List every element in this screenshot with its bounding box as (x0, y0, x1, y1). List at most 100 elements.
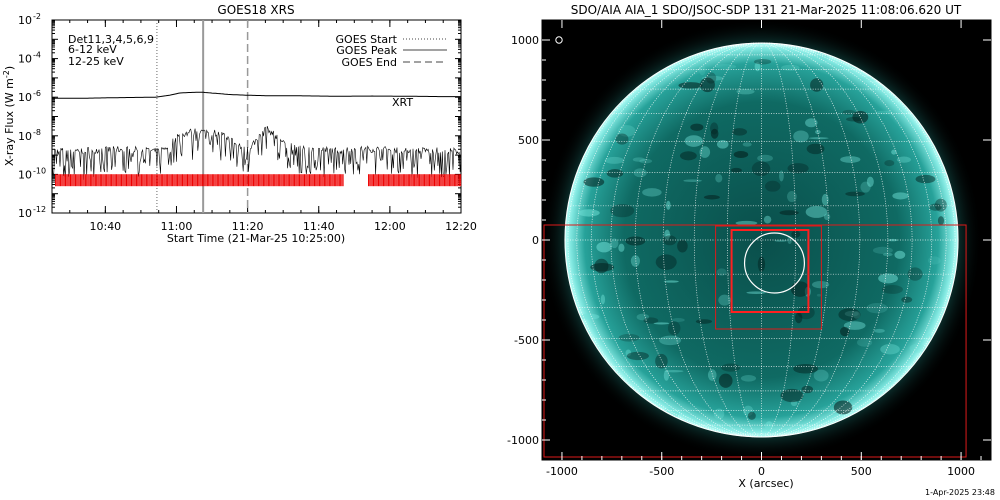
coronal-hole-patch (779, 210, 799, 216)
longitude-line (761, 42, 796, 438)
x-tick-label: 11:40 (303, 220, 335, 233)
active-region-blob (630, 255, 641, 267)
goes-y-axis-title: X-ray Flux (W m-2) (2, 66, 16, 166)
coronal-hole-patch (710, 122, 719, 135)
aia-x-axis-title: X (arcsec) (738, 477, 793, 490)
active-region-blob (892, 192, 909, 200)
active-region-blob (642, 188, 662, 197)
active-region-blob (891, 149, 897, 155)
coronal-hole-patch (643, 317, 659, 324)
xrt-fov-box (730, 229, 810, 313)
coronal-hole-patch (907, 267, 923, 281)
active-region-blob (812, 280, 830, 289)
coronal-hole-patch (721, 363, 741, 372)
coronal-hole-patch (833, 400, 853, 415)
active-region-blob (653, 322, 670, 325)
y-tick-label-exponent: -8 (33, 128, 41, 137)
aia-y-tick-label: -1000 (507, 434, 539, 447)
coronal-hole-patch (677, 239, 688, 253)
active-region-blob (808, 137, 829, 140)
y-tick-label-exponent: -6 (33, 89, 41, 98)
active-region-blob (736, 88, 755, 95)
active-region-blob (844, 310, 859, 317)
active-region-blob (743, 405, 754, 417)
coronal-hole-patch (764, 180, 781, 192)
active-region-blob (716, 268, 727, 276)
active-region-blob (860, 181, 871, 193)
active-region-blob (713, 408, 725, 420)
active-region-blob (718, 294, 731, 306)
longitude-line (761, 42, 933, 438)
active-region-blob (746, 291, 766, 295)
x-tick-label: 10:40 (89, 220, 121, 233)
aia-x-tick-label: 500 (851, 465, 872, 478)
active-region-blob (699, 146, 711, 158)
y-tick-label: 10 (18, 168, 32, 181)
active-region-blob (793, 130, 809, 143)
legend-goes-peak: GOES Peak (336, 44, 397, 57)
x-tick-label: 11:00 (161, 220, 193, 233)
longitude-line (761, 42, 913, 438)
flare-location-circle (743, 232, 806, 294)
coronal-hole-patch (667, 321, 681, 336)
coronal-hole-patch (791, 230, 801, 238)
longitude-line (761, 42, 861, 438)
active-region-blob (763, 215, 772, 224)
active-region-blob (664, 229, 671, 240)
coronal-hole-patch (655, 254, 677, 270)
active-region-blob (878, 273, 898, 284)
active-region-blob (740, 374, 757, 382)
active-region-blob (813, 369, 829, 382)
aia-y-tick-label: -500 (514, 334, 539, 347)
xrt-fov-box (543, 224, 967, 458)
active-region-blob (764, 421, 774, 432)
coronal-hole-patch (733, 151, 749, 159)
active-region-blob (882, 252, 893, 257)
active-region-blob (666, 200, 671, 210)
aia-y-tick-label: 500 (518, 134, 539, 147)
coronal-hole-patch (929, 203, 942, 211)
active-region-blob (779, 170, 784, 182)
series-short-channel (51, 126, 462, 180)
goes-y-axis-title-sup: -2 (2, 70, 11, 78)
coronal-hole-patch (801, 385, 814, 394)
xrt-fov-label: XRT FOV (551, 423, 598, 436)
aia-x-tick-label: -1000 (546, 465, 578, 478)
legend-goes-start: GOES Start (336, 33, 398, 46)
coronal-hole-patch (934, 198, 947, 212)
active-region-blob (853, 311, 861, 319)
legend-goes-end: GOES End (341, 56, 397, 69)
coronal-hole-patch (780, 388, 804, 403)
aia-x-tick-label: -500 (649, 465, 674, 478)
active-region-blob (596, 241, 612, 253)
aia-y-tick-label: 1000 (511, 34, 539, 47)
y-tick-label: 10 (18, 91, 32, 104)
coronal-hole-patch (732, 128, 748, 136)
active-region-blob (927, 256, 941, 265)
aia-image (542, 20, 982, 460)
active-region-blob (715, 174, 723, 183)
longitude-line (693, 42, 762, 438)
coronal-hole-patch (730, 167, 742, 173)
longitude-line (591, 42, 762, 438)
active-region-blob (735, 220, 758, 226)
active-region-blob (856, 338, 873, 347)
aia-x-tick-label: 0 (758, 465, 765, 478)
active-region-blob (716, 139, 729, 149)
coronal-hole-patch (679, 151, 697, 161)
coronal-hole-patch (718, 373, 733, 388)
coronal-hole-patch (901, 296, 913, 303)
active-region-blob (618, 243, 625, 252)
active-region-blob (632, 157, 646, 162)
coronal-hole-patch (937, 216, 945, 226)
x-tick-label: 12:20 (445, 220, 477, 233)
aia-legend-marker (555, 36, 563, 44)
active-region-blob (894, 250, 906, 259)
coronal-hole-patch (793, 363, 818, 374)
solar-active-regions (577, 51, 947, 432)
series-long-channel (52, 91, 461, 99)
coronal-hole-patch (710, 128, 719, 139)
active-region-blob (815, 129, 821, 135)
active-region-blob (823, 213, 831, 221)
